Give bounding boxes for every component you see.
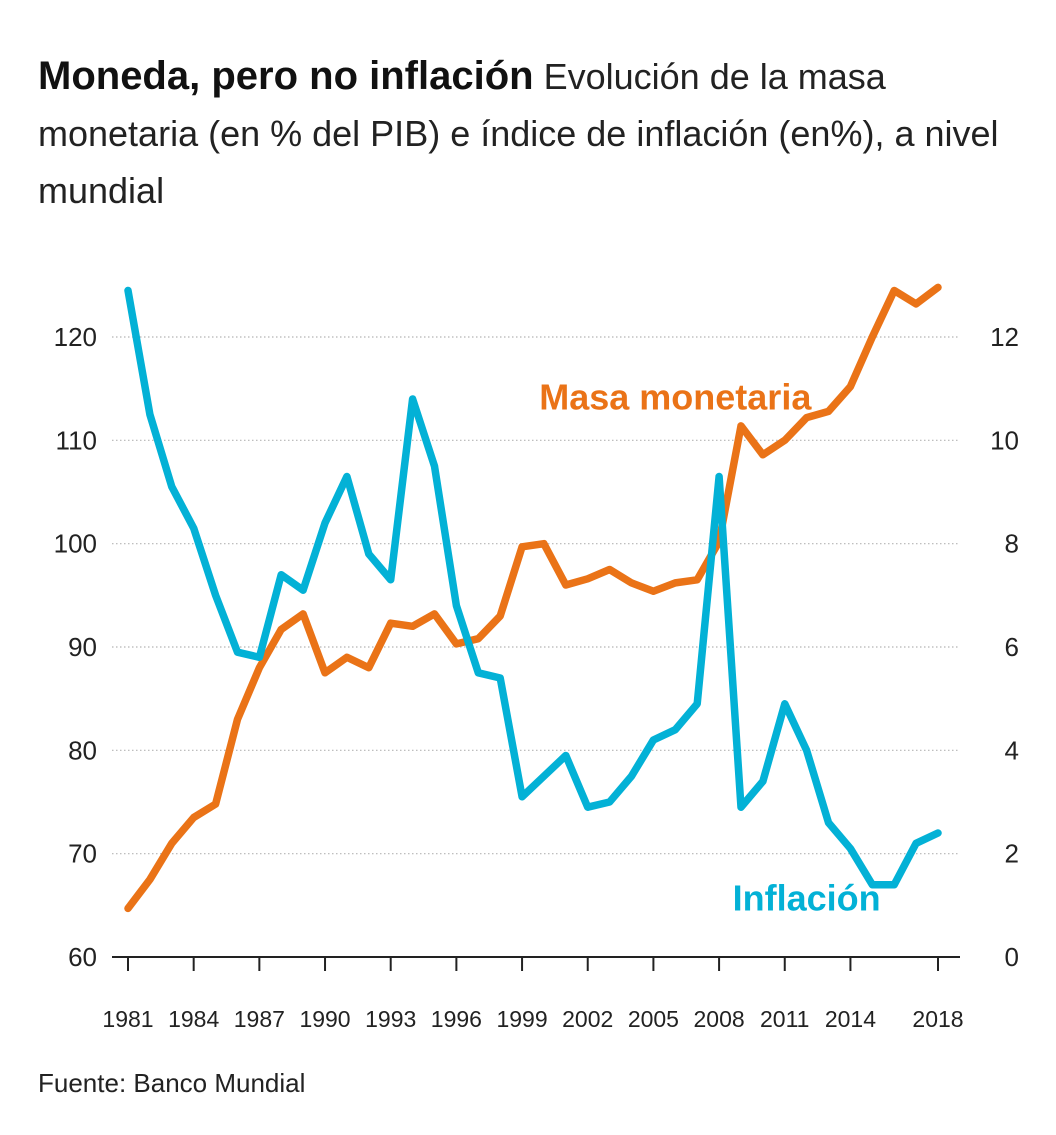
x-tick-label: 2002	[562, 1006, 613, 1032]
series-label-masa-monetaria: Masa monetaria	[539, 376, 812, 417]
x-tick-label: 1990	[299, 1006, 350, 1032]
x-tick-label: 2011	[760, 1006, 809, 1032]
x-tick-label: 1996	[431, 1006, 482, 1032]
series-label-inflacion: Inflación	[733, 878, 881, 919]
right-tick-label: 8	[1005, 529, 1019, 559]
right-tick-label: 12	[990, 322, 1019, 352]
x-tick-label: 1984	[168, 1006, 219, 1032]
series-line-inflacion	[124, 286, 942, 889]
x-tick-label: 2018	[912, 1006, 963, 1032]
series-line-masa-monetaria	[124, 283, 942, 913]
x-tick-label: 2008	[693, 1006, 744, 1032]
left-tick-label: 110	[56, 425, 97, 455]
left-tick-label: 80	[68, 735, 97, 765]
chart-header: Moneda, pero no inflación Evolución de l…	[38, 48, 1028, 219]
chart-title: Moneda, pero no inflación	[38, 54, 534, 98]
x-tick-label: 1993	[365, 1006, 416, 1032]
left-tick-label: 60	[68, 942, 97, 972]
left-tick-label: 100	[54, 529, 97, 559]
right-tick-label: 0	[1005, 942, 1019, 972]
right-tick-label: 6	[1005, 632, 1019, 662]
right-tick-label: 2	[1005, 839, 1019, 869]
left-tick-label: 70	[68, 839, 97, 869]
x-tick-label: 1981	[102, 1006, 153, 1032]
right-tick-label: 10	[990, 425, 1019, 455]
chart-subtitle: Evolución de la masa monetaria (en % del…	[38, 56, 999, 211]
right-tick-label: 4	[1005, 735, 1019, 765]
x-tick-label: 1987	[234, 1006, 285, 1032]
line-chart: 60 70 80 90 100 110 120 0 2 4 6 8 10 12 1981 1984 1987 19…	[54, 283, 1019, 1032]
source-note: Fuente: Banco Mundial	[38, 1068, 306, 1098]
x-tick-label: 2014	[825, 1006, 876, 1032]
left-tick-label: 120	[54, 322, 97, 352]
x-tick-label: 1999	[496, 1006, 547, 1032]
x-tick-label: 2005	[628, 1006, 679, 1032]
left-tick-label: 90	[68, 632, 97, 662]
